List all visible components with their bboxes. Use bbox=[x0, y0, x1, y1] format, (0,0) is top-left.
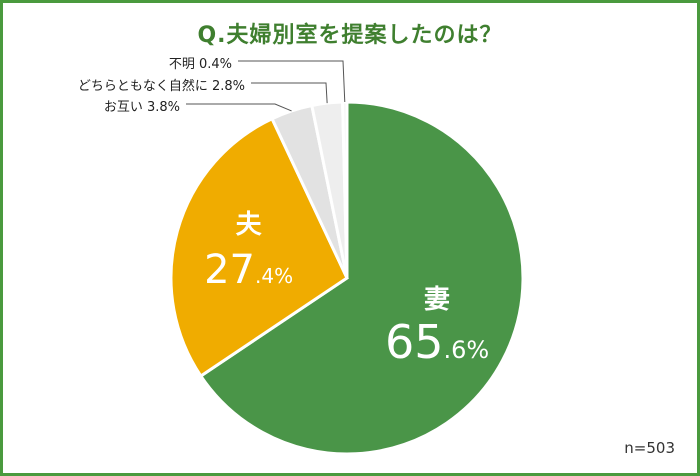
pie-slice-5 bbox=[341, 100, 349, 279]
sample-size-label: n=503 bbox=[624, 439, 675, 457]
slice-label-2: 夫 bbox=[236, 210, 263, 240]
leader-line-5 bbox=[238, 60, 346, 103]
pie-slice-2 bbox=[169, 116, 349, 379]
leader-line-4 bbox=[251, 82, 328, 104]
slice-label-1: 妻 bbox=[424, 285, 450, 315]
slice-annotation-4: どちらともなく自然に 2.8% bbox=[78, 78, 245, 94]
slice-annotation-5: 不明 0.4% bbox=[169, 57, 232, 72]
chart-title: Q.夫婦別室を提案したのは？ bbox=[197, 23, 503, 48]
slice-value-1: 65.6% bbox=[385, 315, 489, 369]
slice-value-2: 27.4% bbox=[204, 247, 293, 293]
slice-annotation-3: お互い 3.8% bbox=[104, 100, 180, 115]
leader-line-3 bbox=[186, 103, 292, 112]
pie-slice-1 bbox=[198, 100, 525, 456]
